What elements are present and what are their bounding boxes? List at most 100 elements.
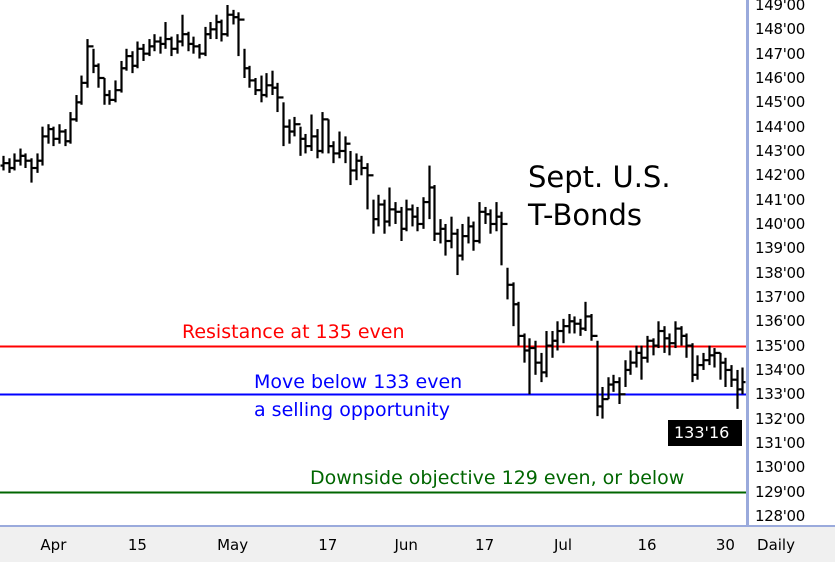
ohlc-bar: [330, 141, 337, 164]
ohlc-bar: [308, 114, 315, 151]
ohlc-bar: [431, 185, 438, 242]
ohlc-bar: [722, 357, 729, 387]
ohlc-bar: [403, 199, 410, 232]
ohlc-bar: [476, 202, 483, 244]
y-tick-label: 134'00: [755, 360, 806, 379]
y-tick-label: 135'00: [755, 336, 806, 355]
y-tick-label: 138'00: [755, 263, 806, 282]
ohlc-bar: [50, 126, 57, 147]
ohlc-bar: [465, 216, 472, 244]
period-label[interactable]: Daily: [757, 536, 795, 554]
ohlc-bar: [672, 321, 679, 349]
ohlc-bar: [325, 118, 332, 154]
ohlc-bar: [398, 206, 405, 242]
ohlc-bar: [409, 204, 416, 227]
ohlc-bar: [39, 126, 46, 166]
x-tick-label: Apr: [40, 536, 67, 554]
support-annotation-line2: a selling opportunity: [254, 399, 450, 421]
ohlc-bar: [588, 313, 595, 341]
resistance-annotation: Resistance at 135 even: [182, 321, 405, 343]
ohlc-bar: [594, 334, 601, 417]
ohlc-bar: [638, 345, 645, 380]
ohlc-bar: [146, 39, 153, 57]
ohlc-bar: [526, 338, 533, 395]
ohlc-bar: [386, 187, 393, 227]
ohlc-bar: [381, 199, 388, 234]
ohlc-bar: [711, 348, 718, 368]
ohlc-bar: [358, 155, 365, 176]
ohlc-bar: [17, 148, 24, 166]
ohlc-bar: [622, 360, 629, 396]
y-tick-label: 146'00: [755, 68, 806, 87]
ohlc-bar: [644, 335, 651, 363]
ohlc-bar: [364, 163, 371, 210]
ohlc-bar: [73, 95, 80, 122]
ohlc-bar: [610, 374, 617, 392]
ohlc-bar: [11, 153, 18, 171]
ohlc-bar: [437, 219, 444, 244]
y-tick-label: 145'00: [755, 93, 806, 112]
ohlc-bar: [302, 133, 309, 154]
ohlc-bar: [498, 211, 505, 266]
ohlc-bar: [420, 197, 427, 229]
ohlc-bar: [532, 340, 539, 375]
ohlc-bar: [246, 65, 253, 88]
ohlc-bar: [538, 352, 545, 383]
y-tick-label: 139'00: [755, 239, 806, 258]
ohlc-bar: [174, 34, 181, 54]
x-tick-label: 16: [637, 536, 657, 554]
y-tick-label: 149'00: [755, 0, 806, 14]
ohlc-bar: [661, 326, 668, 353]
ohlc-bar: [616, 377, 623, 405]
ohlc-bar: [627, 350, 634, 375]
ohlc-bar: [666, 333, 673, 356]
ohlc-bar: [342, 136, 349, 164]
chart-title-line2: T-Bonds: [528, 198, 643, 232]
ohlc-bar: [448, 216, 455, 249]
ohlc-bar: [274, 82, 281, 113]
ohlc-bar: [269, 70, 276, 96]
ohlc-bar: [700, 352, 707, 370]
ohlc-bar: [90, 45, 97, 74]
ohlc-bar: [185, 31, 192, 52]
ohlc-bar: [739, 367, 746, 395]
last-price-label: 133'16: [668, 420, 742, 446]
ohlc-bar: [168, 36, 175, 57]
ohlc-bar: [202, 26, 209, 57]
x-tick-label: May: [217, 536, 249, 554]
ohlc-bar: [118, 60, 125, 93]
ohlc-bar: [56, 124, 63, 144]
support-annotation: Move below 133 even: [254, 371, 463, 393]
ohlc-bar: [280, 96, 287, 147]
ohlc-bar: [549, 331, 556, 358]
ohlc-bar: [454, 228, 461, 276]
ohlc-bar: [599, 386, 606, 419]
y-tick-label: 130'00: [755, 458, 806, 477]
ohlc-bar: [224, 5, 231, 37]
ohlc-bar: [196, 43, 203, 59]
y-tick-label: 143'00: [755, 141, 806, 160]
ohlc-bar: [190, 36, 197, 54]
ohlc-bar: [319, 112, 326, 154]
ohlc-bar: [235, 12, 242, 57]
ohlc-bar: [336, 131, 343, 159]
ohlc-bar: [67, 112, 74, 144]
ohlc-bar: [689, 343, 696, 383]
ohlc-bar: [157, 36, 164, 54]
ohlc-bar: [566, 313, 573, 334]
y-tick-label: 137'00: [755, 287, 806, 306]
ohlc-bar: [78, 75, 85, 105]
ohlc-bar: [84, 39, 91, 88]
ohlc-bar: [22, 153, 29, 169]
x-tick-label: 17: [318, 536, 338, 554]
x-tick-label: Jun: [394, 536, 418, 554]
ohlc-bar: [179, 14, 186, 47]
ohlc-bar: [414, 206, 421, 232]
x-tick-label: 30: [715, 536, 735, 554]
ohlc-bar: [633, 345, 640, 368]
y-tick-label: 141'00: [755, 190, 806, 209]
ohlc-bar: [112, 80, 119, 103]
ohlc-bar: [45, 124, 52, 144]
ohlc-bar: [6, 158, 13, 173]
